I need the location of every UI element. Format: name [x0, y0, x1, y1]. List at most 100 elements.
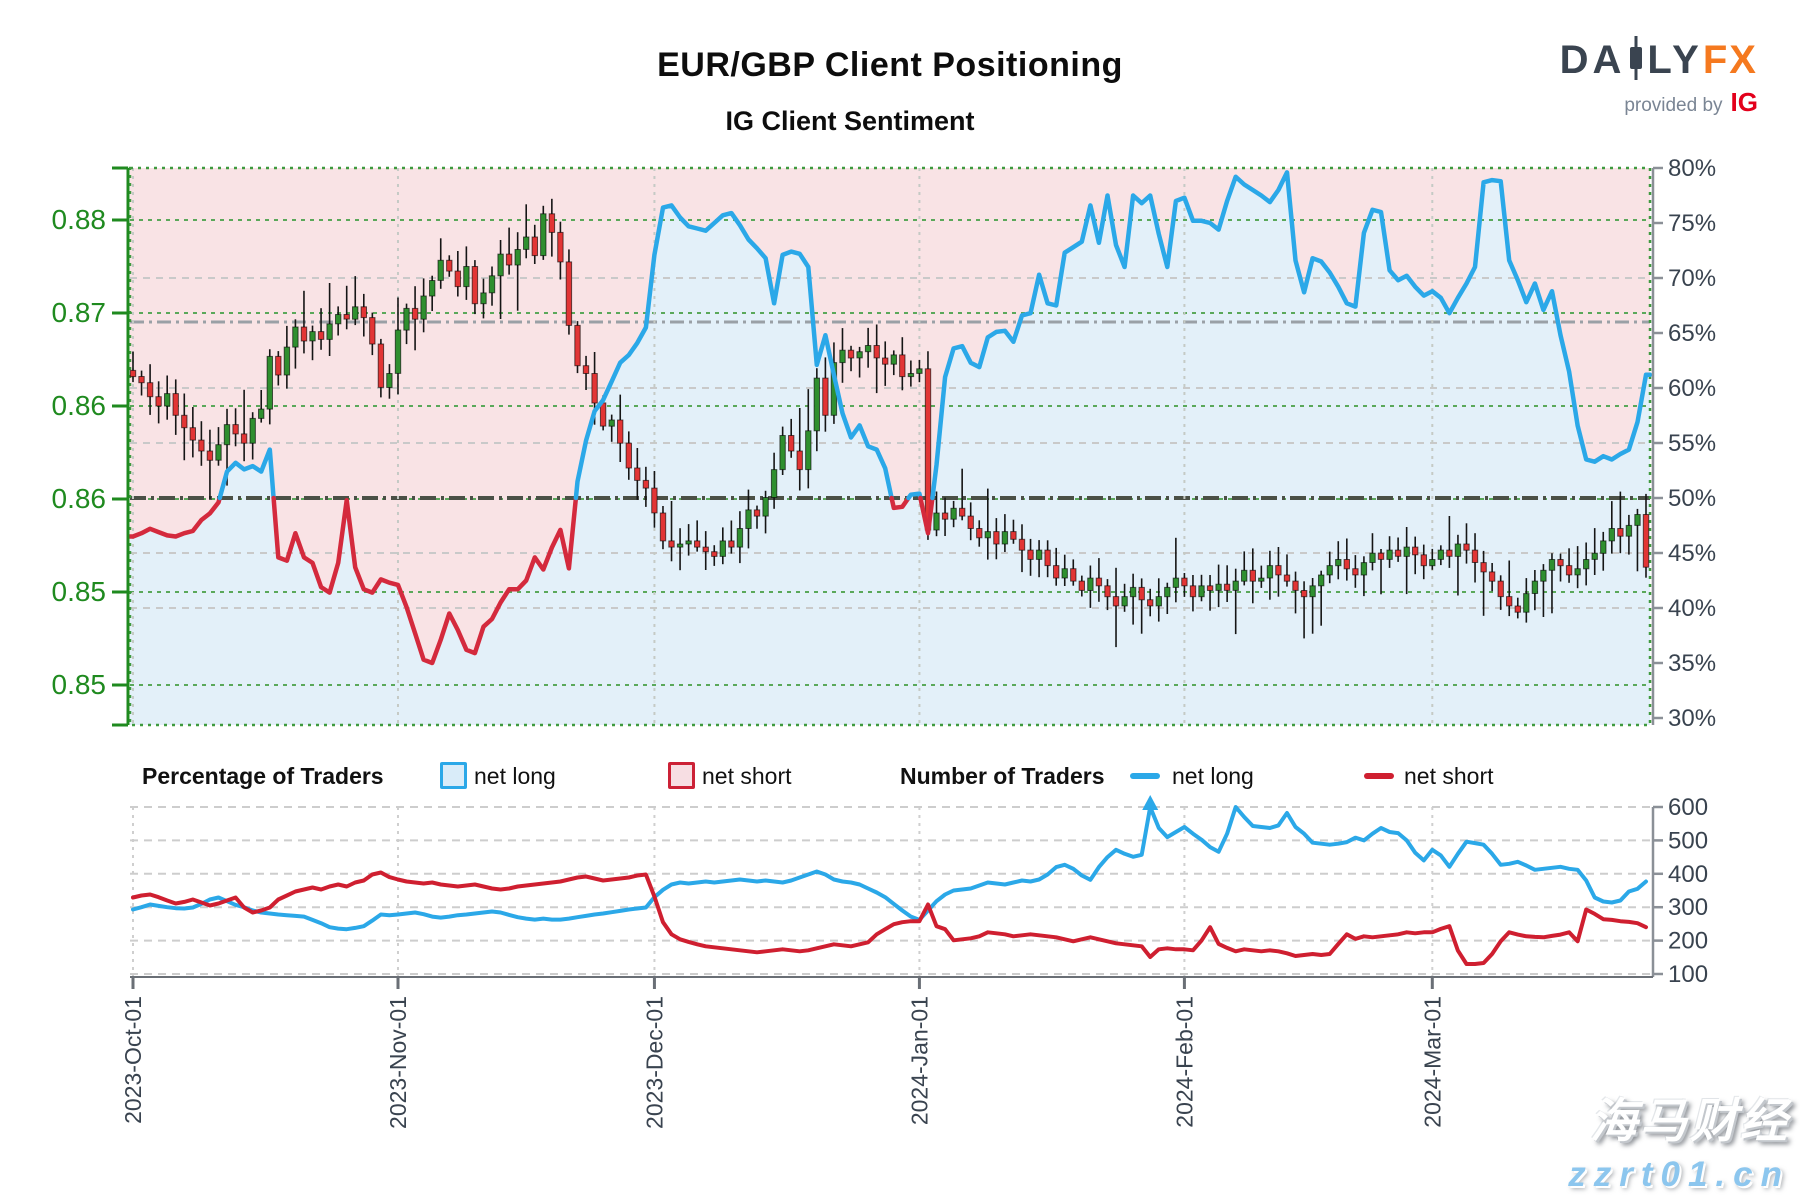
- candle-down: [847, 349, 855, 359]
- candle-down: [1027, 549, 1034, 560]
- candle-up: [463, 266, 470, 288]
- candle-up: [805, 430, 812, 471]
- candle-up: [1360, 562, 1368, 576]
- candle-down: [1044, 549, 1051, 567]
- price-tick-label: 0.86: [52, 390, 107, 421]
- candle-down: [317, 331, 325, 340]
- candle-up: [685, 540, 692, 545]
- candle-up: [164, 393, 171, 407]
- pct-tick-label: 65%: [1668, 320, 1716, 347]
- net-long-swatch-icon: [440, 762, 467, 789]
- pct-tick-label: 55%: [1668, 430, 1716, 457]
- candle-up: [420, 295, 427, 320]
- count-tick-label: 300: [1668, 894, 1708, 921]
- candle-down: [642, 479, 650, 489]
- candle-up: [1318, 574, 1325, 587]
- candle-down: [206, 450, 214, 461]
- candle-down: [369, 317, 376, 345]
- candle-down: [1642, 514, 1650, 568]
- candle-down: [711, 551, 718, 557]
- candle-up: [1625, 524, 1633, 537]
- candle-up: [394, 329, 402, 374]
- candle-up: [839, 349, 846, 364]
- candle-down: [634, 467, 641, 481]
- candle-down: [882, 357, 889, 365]
- candle-down: [146, 382, 154, 398]
- candle-up: [1574, 568, 1581, 576]
- candle-down: [1010, 531, 1017, 540]
- candle-up: [736, 528, 744, 548]
- candle-down: [275, 355, 282, 376]
- count-tick-label: 600: [1668, 794, 1708, 821]
- candle-up: [1523, 593, 1530, 613]
- candle-down: [129, 369, 137, 378]
- candle-up: [1087, 577, 1094, 591]
- candle-up: [1386, 549, 1393, 560]
- watermark-url: zzrt01.cn: [1568, 1155, 1790, 1194]
- candle-down: [1300, 590, 1308, 598]
- candle-up: [1600, 540, 1607, 554]
- count-tick-label: 200: [1668, 928, 1708, 955]
- candle-up: [523, 236, 530, 250]
- candle-up: [1241, 569, 1248, 582]
- candle-down: [1275, 565, 1282, 576]
- candle-up: [676, 543, 684, 548]
- candle-down: [181, 414, 188, 429]
- candle-up: [1540, 569, 1547, 582]
- candle-up: [215, 444, 222, 461]
- candle-down: [446, 259, 453, 272]
- candle-up: [249, 417, 256, 444]
- candle-up: [1437, 549, 1444, 560]
- candle-down: [1181, 577, 1188, 587]
- candle-down: [753, 509, 761, 517]
- candle-up: [1172, 577, 1180, 588]
- net-short-pct-line: [271, 495, 579, 666]
- x-tick-label: 2023-Oct-01: [120, 996, 146, 1124]
- candle-down: [189, 427, 197, 441]
- candle-down: [788, 435, 795, 452]
- candle-down: [873, 345, 880, 359]
- net-long-pct-line: [930, 170, 1653, 501]
- candle-down: [1078, 580, 1085, 591]
- candle-down: [505, 253, 513, 266]
- candle-down: [1147, 599, 1154, 607]
- x-tick-label: 2024-Mar-01: [1419, 996, 1445, 1128]
- pct-tick-label: 50%: [1668, 485, 1716, 512]
- candle-down: [1223, 583, 1231, 591]
- logo-tagline: provided by: [1624, 95, 1723, 116]
- candle-down: [1480, 562, 1487, 573]
- candle-down: [1104, 585, 1111, 598]
- candle-up: [1403, 546, 1410, 557]
- candle-down: [668, 540, 675, 548]
- candle-down: [557, 231, 564, 263]
- candle-down: [360, 306, 368, 319]
- net-short-majority-fill: [130, 168, 1650, 663]
- candle-down: [1565, 565, 1573, 576]
- candle-down: [599, 402, 607, 427]
- candle-down: [625, 442, 632, 469]
- candle-down: [1352, 568, 1359, 576]
- page-title: EUR/GBP Client Positioning: [657, 46, 1123, 84]
- net-long-pct-line: [217, 447, 276, 501]
- candle-up: [779, 435, 786, 471]
- price-tick-label: 0.85: [52, 669, 107, 700]
- candle-down: [1138, 586, 1145, 601]
- candle-up: [762, 497, 769, 517]
- candle-down: [591, 373, 598, 404]
- candle-down: [941, 512, 949, 520]
- candle-down: [240, 433, 248, 444]
- candle-down: [155, 396, 162, 407]
- candle-up: [223, 424, 231, 446]
- candle-down: [232, 424, 239, 435]
- candle-down: [1095, 577, 1103, 587]
- candle-up: [429, 280, 436, 297]
- ig-logo: IG: [1730, 87, 1758, 117]
- candle-up: [1454, 543, 1462, 557]
- candle-up: [326, 323, 333, 340]
- candle-down: [1249, 569, 1256, 582]
- price-tick-label: 0.85: [52, 576, 107, 607]
- x-tick-label: 2024-Feb-01: [1171, 996, 1197, 1128]
- candle-down: [959, 507, 966, 517]
- candle-down: [1463, 543, 1470, 551]
